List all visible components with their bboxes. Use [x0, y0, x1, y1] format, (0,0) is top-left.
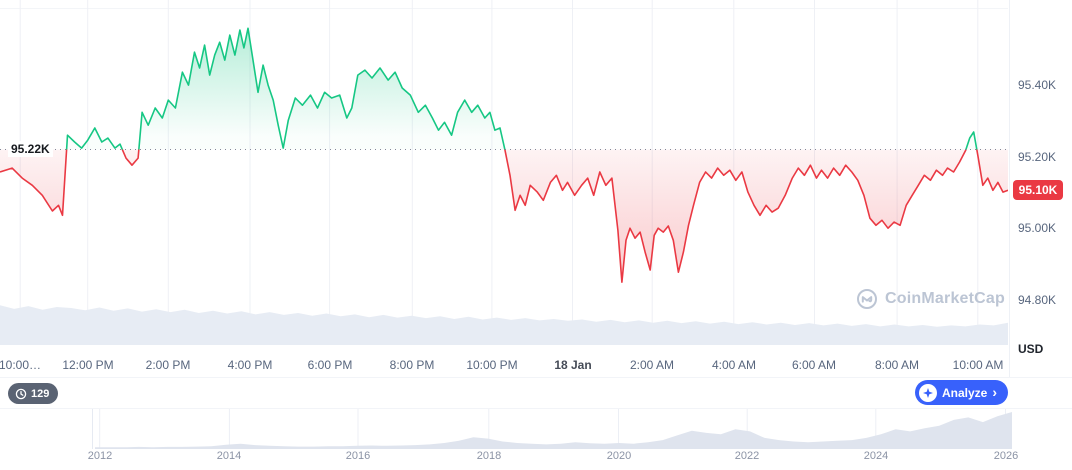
- watchers-count: 129: [31, 387, 50, 400]
- year-axis-tick: 2012: [87, 450, 113, 462]
- year-axis: 2012 2014 2016 2018 2020 2022 2024 2026: [0, 450, 1072, 466]
- analyze-button[interactable]: Analyze ›: [914, 380, 1008, 405]
- time-axis: 10:00… 12:00 PM 2:00 PM 4:00 PM 6:00 PM 8:00 …: [0, 358, 1008, 374]
- time-axis-tick: 10:00 PM: [466, 358, 518, 372]
- year-axis-tick: 2024: [863, 450, 889, 462]
- price-axis: 95.10K USD 95.40K 95.20K 95.00K 94.80K: [1009, 0, 1072, 377]
- year-axis-tick: 2016: [345, 450, 371, 462]
- baseline-price-label: 95.22K: [8, 141, 53, 157]
- year-axis-tick: 2018: [476, 450, 502, 462]
- price-chart-canvas[interactable]: [0, 0, 1008, 348]
- time-axis-tick: 12:00 PM: [62, 358, 114, 372]
- timeline-brush-canvas[interactable]: [0, 409, 1072, 449]
- time-axis-tick: 10:00…: [0, 358, 42, 372]
- timeline-brush[interactable]: [0, 408, 1072, 449]
- divider: [0, 377, 1072, 378]
- time-axis-tick: 10:00 AM: [952, 358, 1004, 372]
- price-axis-tick: 94.80K: [1018, 293, 1057, 307]
- time-axis-tick: 4:00 PM: [227, 358, 273, 372]
- current-price-badge: 95.10K: [1013, 180, 1063, 200]
- year-axis-tick: 2014: [216, 450, 242, 462]
- time-axis-tick: 2:00 AM: [629, 358, 675, 372]
- price-axis-tick: 95.20K: [1018, 150, 1057, 164]
- time-axis-tick: 4:00 AM: [711, 358, 757, 372]
- ai-sparkle-icon: [918, 383, 937, 402]
- analyze-label: Analyze: [941, 385, 988, 400]
- year-axis-tick: 2020: [606, 450, 632, 462]
- time-axis-tick: 6:00 AM: [791, 358, 837, 372]
- year-axis-tick: 2022: [734, 450, 760, 462]
- time-axis-tick: 2:00 PM: [145, 358, 191, 372]
- year-axis-tick: 2026: [993, 450, 1019, 462]
- time-axis-tick: 8:00 PM: [389, 358, 435, 372]
- time-axis-tick: 6:00 PM: [307, 358, 353, 372]
- coinmarketcap-logo-icon: [857, 289, 878, 309]
- price-axis-tick: 95.00K: [1018, 221, 1057, 235]
- time-axis-tick: 8:00 AM: [874, 358, 920, 372]
- watermark-text: CoinMarketCap: [885, 290, 1005, 307]
- currency-label: USD: [1018, 342, 1044, 356]
- price-axis-tick: 95.40K: [1018, 78, 1057, 92]
- chevron-right-icon: ›: [992, 384, 997, 400]
- coinmarketcap-watermark: CoinMarketCap: [856, 288, 1005, 310]
- history-icon: [15, 388, 27, 399]
- time-axis-tick: 18 Jan: [554, 358, 592, 372]
- watchers-badge[interactable]: 129: [8, 383, 59, 404]
